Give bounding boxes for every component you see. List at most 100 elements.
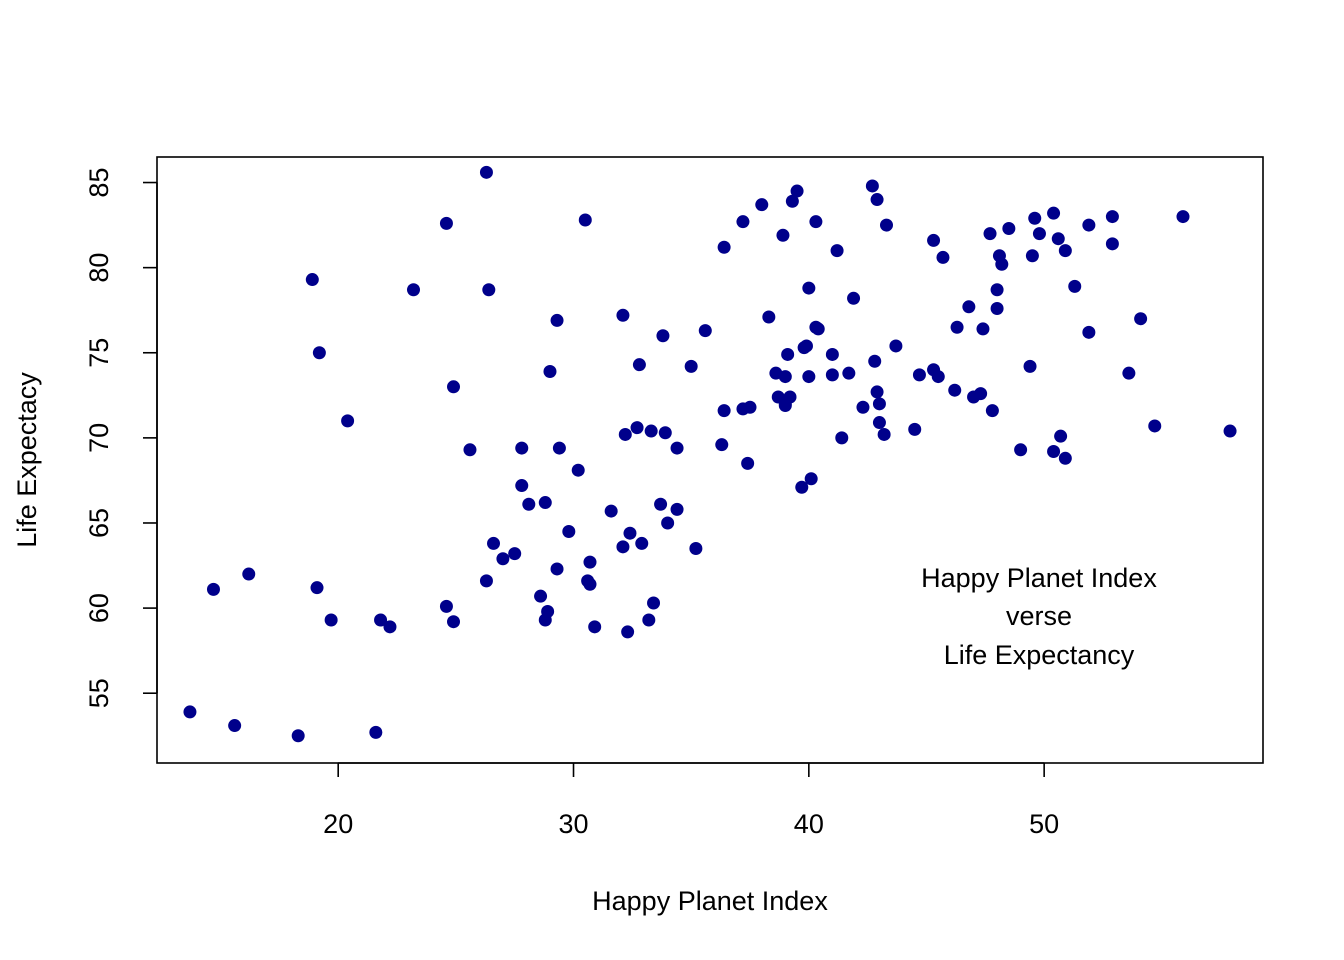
data-point [374,613,388,627]
data-point [616,540,630,554]
data-point [562,524,576,538]
data-point [912,368,926,382]
data-point [1025,249,1039,263]
data-point [515,441,529,455]
data-point [623,526,637,540]
data-point [383,620,397,634]
data-point [522,497,536,511]
data-point [647,596,661,610]
data-point [604,504,618,518]
data-point [948,383,962,397]
y-axis: 55 60 65 70 75 80 85 [84,168,158,708]
data-point [889,339,903,353]
data-point [654,497,668,511]
y-tick-label: 80 [84,253,114,283]
data-point [1068,279,1082,293]
data-point [717,240,731,254]
data-point [1082,325,1096,339]
data-point [447,380,461,394]
data-point [715,438,729,452]
data-point [778,370,792,384]
data-point [795,480,809,494]
data-point [835,431,849,445]
data-point [228,719,242,733]
data-point [1047,206,1061,220]
data-point [879,218,893,232]
data-point [621,625,635,639]
data-point [870,385,884,399]
data-point [310,581,324,595]
data-point [872,416,886,430]
data-point [439,216,453,230]
annotation: Happy Planet Index verse Life Expectancy [921,563,1157,670]
data-point [976,322,990,336]
data-point [927,233,941,247]
data-point [550,562,564,576]
data-point [571,463,585,477]
data-point [305,273,319,287]
data-point [630,421,644,435]
data-point [962,300,976,314]
data-point [908,422,922,436]
y-tick-label: 60 [84,593,114,623]
data-point [1047,444,1061,458]
data-point [341,414,355,428]
data-point [552,441,566,455]
data-point [830,244,844,258]
data-point [447,615,461,629]
data-point [487,536,501,550]
x-axis-label: Happy Planet Index [592,886,828,916]
data-point [762,310,776,324]
data-point [439,599,453,613]
data-point [743,400,757,414]
y-tick-label: 70 [84,423,114,453]
data-point [588,620,602,634]
data-point [847,291,861,305]
data-point [206,582,220,596]
data-point [618,427,632,441]
data-point [811,322,825,336]
data-point [741,456,755,470]
annotation-line-1: Happy Planet Index [921,563,1157,593]
data-point [312,346,326,360]
y-tick-label: 65 [84,508,114,538]
data-point [804,472,818,486]
data-point [479,165,493,179]
data-point [1051,232,1065,246]
data-point [809,215,823,229]
data-point [515,479,529,493]
data-point [736,215,750,229]
data-point [369,725,383,739]
data-point [543,364,557,378]
data-point [936,250,950,264]
data-point [644,424,658,438]
data-point [1148,419,1162,433]
data-point [670,441,684,455]
data-point [1002,221,1016,235]
annotation-line-2: verse [1006,601,1072,631]
data-point [990,302,1004,315]
data-point [632,358,646,372]
plot-frame [156,156,1264,764]
data-point [1028,211,1042,225]
data-point [868,354,882,368]
data-point [406,283,420,297]
data-point [783,390,797,404]
data-point [1082,218,1096,232]
x-axis: 20 30 40 50 [323,762,1059,839]
x-tick-label: 50 [1029,809,1059,839]
x-tick-label: 30 [558,809,588,839]
data-point [781,347,795,361]
data-point [802,281,816,295]
data-point [870,193,884,207]
data-point [872,397,886,411]
data-point [1176,210,1190,224]
data-point [1058,244,1072,258]
data-point [541,605,555,618]
data-point [242,567,256,581]
data-point [689,542,703,556]
data-point [1014,443,1028,457]
data-point [698,324,712,338]
y-tick-label: 85 [84,168,114,198]
